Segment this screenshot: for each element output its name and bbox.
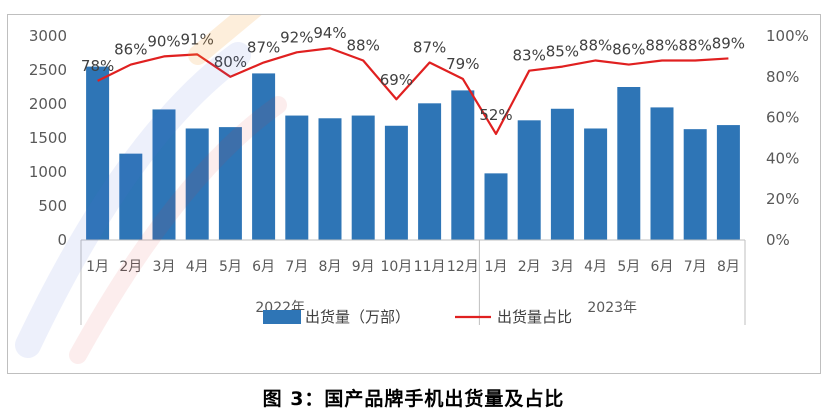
bar [119,153,143,240]
y-right-tick-label: 60% [766,109,799,127]
y-right-tick-label: 100% [766,27,809,45]
share-data-label: 86% [114,41,147,59]
share-data-label: 88% [579,36,612,54]
share-data-label: 78% [81,57,114,75]
bar [484,173,508,240]
y-left-tick-label: 500 [38,197,67,215]
x-tick-label: 9月 [352,259,375,275]
legend-swatch-bars [263,310,301,324]
share-data-label: 92% [280,28,313,46]
share-data-label: 83% [513,47,546,65]
x-tick-label: 2月 [518,259,541,275]
y-right-tick-label: 20% [766,190,799,208]
y-left-tick-label: 3000 [29,27,67,45]
share-data-label: 79% [446,55,479,73]
x-tick-label: 1月 [485,259,508,275]
figure-caption: 图 3：国产品牌手机出货量及占比 [262,388,565,410]
chart-svg: 0 500 1000 1500 2000 2500 3000 0% 20% 40% 60% 80% 10… [15,15,809,364]
bar [617,87,641,240]
y-left-tick-label: 1000 [29,163,67,181]
share-data-label: 87% [247,39,280,57]
y-right-tick-label: 0% [766,231,790,249]
x-tick-label: 12月 [447,259,479,275]
x-tick-label: 10月 [380,259,412,275]
share-data-label: 86% [612,41,645,59]
x-tick-label: 7月 [684,259,707,275]
bar [550,108,574,240]
bar [517,120,541,240]
bar [418,103,442,240]
watermark-stroke [69,96,287,364]
bar [683,129,707,240]
legend-label-bars: 出货量（万部） [305,308,410,326]
y-left-tick-label: 0 [57,231,67,249]
x-tick-label: 8月 [319,259,342,275]
bar [218,127,242,240]
watermark-stroke [188,15,262,65]
share-data-label: 89% [712,34,745,52]
share-data-label: 94% [313,24,346,42]
y-left-tick-label: 2500 [29,61,67,79]
x-tick-label: 2月 [119,259,142,275]
bar [451,90,475,241]
share-data-label: 87% [413,39,446,57]
x-tick-label: 4月 [584,259,607,275]
share-data-label: 88% [645,36,678,54]
x-tick-label: 5月 [617,259,640,275]
share-data-label: 85% [546,43,579,61]
share-line [97,47,729,136]
x-tick-label: 4月 [186,259,209,275]
bar [384,125,408,240]
chart-frame: 0 500 1000 1500 2000 2500 3000 0% 20% 40% 60% 80% 10… [7,14,821,374]
bar [318,118,342,240]
bar [716,125,740,240]
watermark-stroke [15,42,251,358]
y-left-tick-label: 2000 [29,95,67,113]
x-tick-label: 3月 [551,259,574,275]
group-label: 2023年 [587,300,637,316]
bar [86,66,110,240]
x-tick-label: 8月 [717,259,740,275]
share-data-label: 52% [479,106,512,124]
share-data-label: 88% [679,36,712,54]
bar [351,115,375,240]
share-data-label: 88% [347,36,380,54]
x-tick-label: 5月 [219,259,242,275]
bar [650,107,674,241]
share-data-label: 80% [214,53,247,71]
y-right-tick-label: 80% [766,68,799,86]
y-right-tick-label: 40% [766,149,799,167]
bar [152,109,176,240]
share-data-label: 90% [147,32,180,50]
bar [285,115,309,240]
bar [185,128,209,240]
bar [252,73,276,241]
share-data-label: 69% [380,71,413,89]
x-tick-label: 1月 [86,259,109,275]
x-tick-label: 6月 [651,259,674,275]
x-tick-label: 11月 [414,259,446,275]
bar [584,128,608,240]
y-left-tick-label: 1500 [29,129,67,147]
share-data-label: 91% [181,30,214,48]
legend-label-line: 出货量占比 [497,308,572,326]
x-tick-label: 7月 [285,259,308,275]
x-tick-label: 6月 [252,259,275,275]
x-tick-label: 3月 [153,259,176,275]
